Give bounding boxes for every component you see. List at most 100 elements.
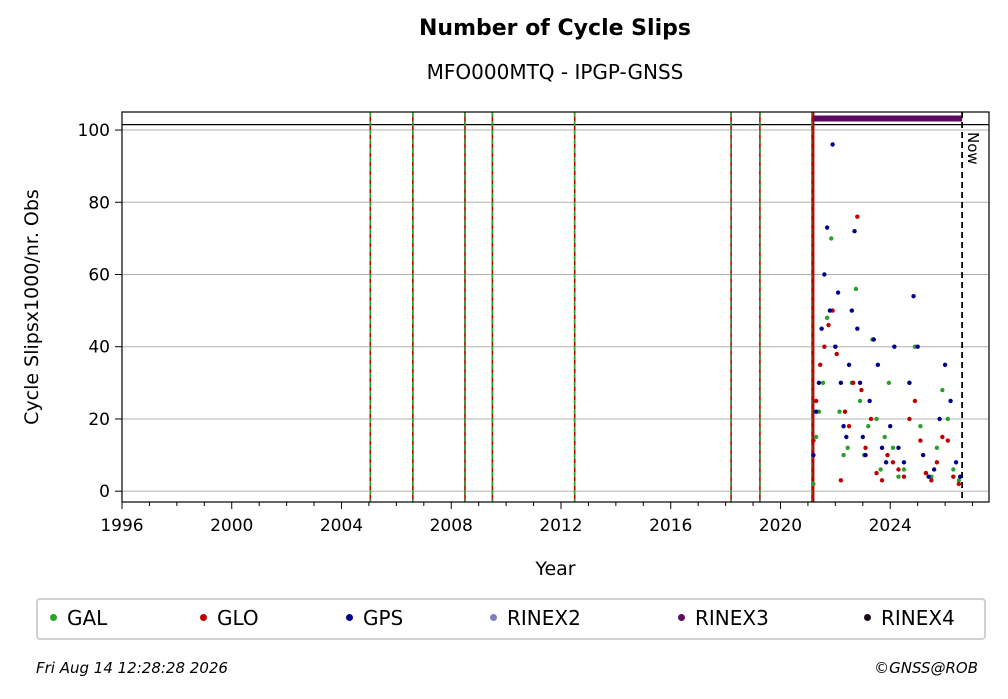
legend-label-rinex2: RINEX2 [507, 606, 581, 630]
data-point-glo [901, 474, 907, 479]
data-point-gal [934, 445, 940, 451]
data-point-glo [890, 460, 896, 465]
data-point-glo [929, 478, 934, 483]
data-point-gal [837, 409, 842, 414]
legend-item-gal: GAL [50, 606, 107, 630]
data-point-gps [822, 272, 827, 277]
data-point-glo [826, 322, 831, 328]
data-point-gps [841, 423, 846, 429]
data-point-glo [818, 362, 823, 367]
data-point-glo [918, 438, 923, 443]
data-point-gps [911, 293, 916, 299]
legend-item-gps: GPS [346, 606, 403, 630]
axes-frame [121, 111, 990, 503]
legend-item-rinex4: RINEX4 [864, 606, 955, 630]
x-tick-label: 2000 [210, 516, 253, 536]
data-point-gps [948, 398, 953, 404]
data-point-glo [859, 387, 864, 393]
y-axis-label: Cycle Slipsx1000/nr. Obs [21, 189, 43, 425]
x-tick-label: 1996 [100, 516, 143, 536]
data-point-glo [934, 460, 940, 465]
data-point-gal [845, 445, 850, 451]
now-label: Now [964, 132, 982, 165]
data-point-glo [874, 470, 879, 476]
x-axis-label: Year [534, 558, 575, 580]
legend-item-glo: GLO [200, 606, 259, 630]
data-point-gps [816, 380, 822, 386]
data-point-gal [896, 474, 901, 479]
data-point-gal [901, 467, 907, 472]
data-point-gal [940, 387, 945, 393]
legend-marker-rinex4 [864, 614, 871, 621]
legend-marker-rinex3 [678, 614, 685, 621]
data-point-gal [890, 445, 896, 451]
data-point-gps [811, 452, 816, 458]
data-point-gps [879, 445, 885, 451]
data-point-glo [846, 423, 852, 429]
footer-timestamp: Fri Aug 14 12:28:28 2026 [36, 659, 228, 677]
data-point-gps [926, 474, 931, 479]
data-point-gps [920, 452, 926, 458]
legend-label-glo: GLO [217, 606, 259, 630]
y-tick-label: 0 [99, 482, 110, 502]
x-tick-label: 2024 [869, 516, 912, 536]
data-point-glo [896, 467, 901, 472]
chart-subtitle: MFO000MTQ - IPGP-GNSS [426, 60, 684, 84]
data-point-glo [879, 478, 885, 483]
data-point-gps [892, 344, 897, 349]
data-point-glo [834, 351, 839, 357]
data-point-gal [882, 434, 887, 440]
data-point-gps [824, 225, 830, 230]
footer-credit: ©GNSS@ROB [874, 659, 978, 677]
data-point-gal [813, 434, 819, 440]
data-point-gps [849, 308, 855, 313]
data-point-gps [871, 337, 876, 342]
data-point-gal [857, 398, 863, 404]
data-point-gps [888, 423, 893, 429]
chart-title: Number of Cycle Slips [419, 16, 691, 41]
y-tick-label: 20 [88, 410, 110, 430]
data-point-gps [813, 409, 819, 414]
data-point-gps [896, 445, 901, 451]
data-point-gal [951, 467, 956, 472]
data-point-gps [838, 380, 844, 386]
data-point-glo [850, 380, 856, 386]
data-point-gps [827, 308, 833, 313]
legend-label-gps: GPS [363, 606, 404, 630]
legend-marker-rinex2 [490, 614, 497, 621]
x-tick-label: 2016 [649, 516, 692, 536]
legend-label-rinex4: RINEX4 [881, 606, 955, 630]
data-point-gal [841, 452, 846, 458]
data-point-gps [937, 416, 942, 422]
legend-marker-gal [50, 614, 57, 621]
data-point-gps [844, 434, 849, 440]
data-point-gps [875, 362, 881, 367]
data-point-glo [923, 470, 929, 476]
data-point-gps [931, 467, 937, 472]
data-point-gal [874, 416, 879, 422]
data-point-gps [867, 398, 872, 404]
data-point-glo [907, 416, 912, 422]
data-point-gps [883, 460, 889, 465]
legend-marker-gps [346, 614, 353, 621]
data-point-glo [855, 214, 860, 219]
data-point-glo [945, 438, 951, 443]
x-tick-label: 2020 [759, 516, 802, 536]
data-point-glo [868, 416, 874, 422]
data-point-glo [885, 452, 890, 458]
data-point-gps [846, 362, 852, 367]
data-point-glo [838, 478, 844, 483]
data-point-gps [819, 326, 824, 331]
data-point-gal [945, 416, 951, 422]
data-point-glo [940, 434, 945, 440]
data-point-gal [824, 315, 830, 321]
data-point-glo [863, 445, 868, 451]
data-point-gal [878, 467, 883, 472]
data-point-gps [857, 380, 863, 386]
data-point-glo [813, 398, 819, 404]
x-tick-label: 2012 [539, 516, 582, 536]
data-point-gps [835, 290, 841, 295]
x-tick-label: 2008 [430, 516, 473, 536]
legend-item-rinex2: RINEX2 [490, 606, 581, 630]
